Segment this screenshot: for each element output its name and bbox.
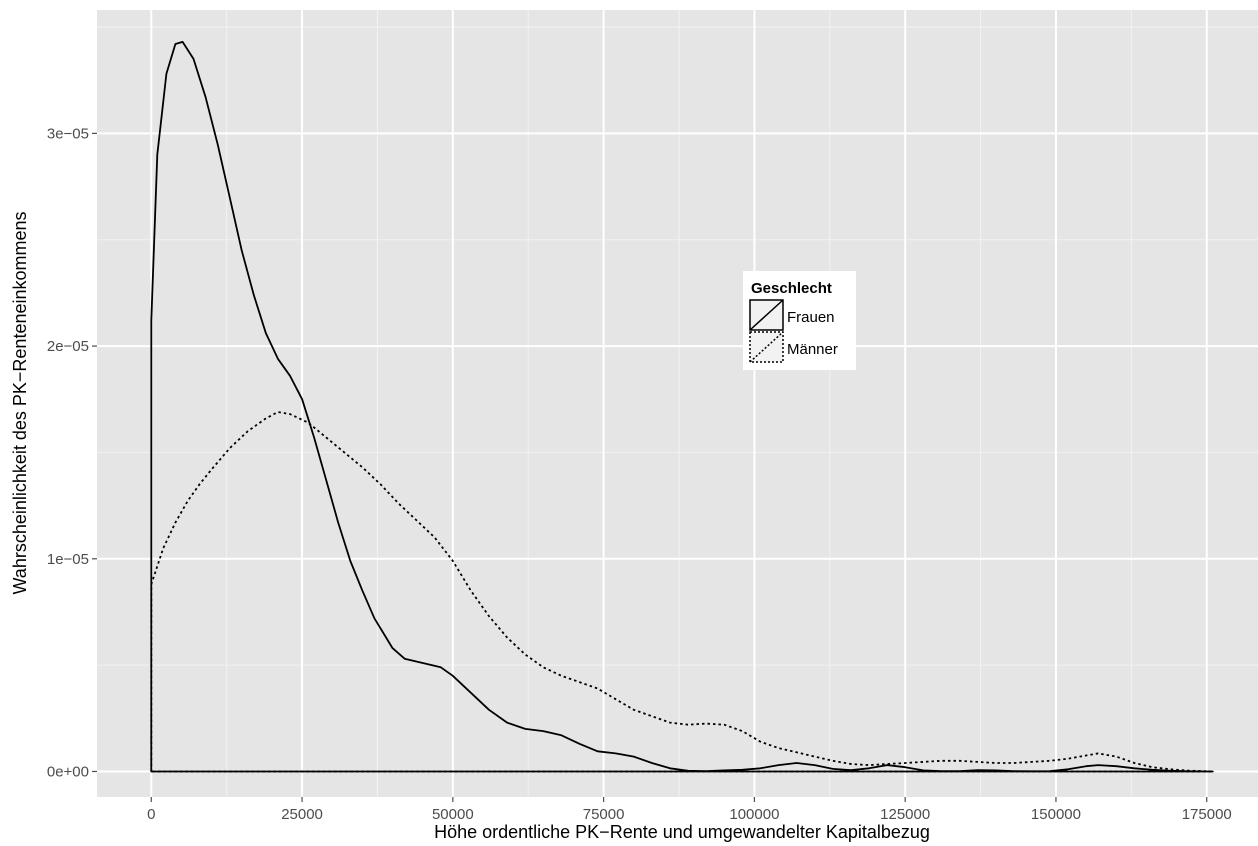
x-tick-label: 125000: [880, 806, 930, 823]
x-axis-ticks: 0 25000 50000 75000 100000 125000 150000 175000: [147, 797, 1232, 823]
legend: Geschlecht Frauen Männer: [743, 271, 856, 370]
x-tick-label: 0: [147, 806, 155, 823]
x-tick-label: 175000: [1182, 806, 1232, 823]
grid-minor: [97, 10, 1258, 797]
y-axis-ticks: 0e+00 1e−05 2e−05 3e−05: [47, 125, 97, 780]
plot-panel: [97, 10, 1258, 797]
y-tick-label: 2e−05: [47, 338, 89, 355]
legend-title: Geschlecht: [751, 280, 832, 297]
y-axis-title: Wahrscheinlichkeit des PK−Renteneinkomme…: [10, 211, 30, 594]
y-tick-label: 1e−05: [47, 551, 89, 568]
legend-key-frauen: [749, 299, 784, 331]
x-tick-label: 100000: [729, 806, 779, 823]
series-line-frauen: [150, 41, 1214, 773]
legend-key-line-maenner: [749, 331, 784, 363]
x-axis-title: Höhe ordentliche PK−Rente und umgewandel…: [434, 822, 930, 842]
y-tick-label: 3e−05: [47, 125, 89, 142]
legend-label-maenner: Männer: [787, 341, 838, 358]
x-tick-label: 25000: [281, 806, 323, 823]
grid-major: [97, 10, 1258, 797]
legend-label-frauen: Frauen: [787, 309, 835, 326]
series-layer: [150, 41, 1214, 773]
legend-key-maenner: [749, 331, 784, 363]
legend-key-box-maenner: [749, 331, 784, 363]
x-tick-label: 75000: [583, 806, 625, 823]
y-tick-label: 0e+00: [47, 763, 89, 780]
x-tick-label: 50000: [432, 806, 474, 823]
series-line-mnner: [150, 411, 1214, 773]
legend-key-line-frauen: [749, 299, 784, 331]
x-tick-label: 150000: [1031, 806, 1081, 823]
